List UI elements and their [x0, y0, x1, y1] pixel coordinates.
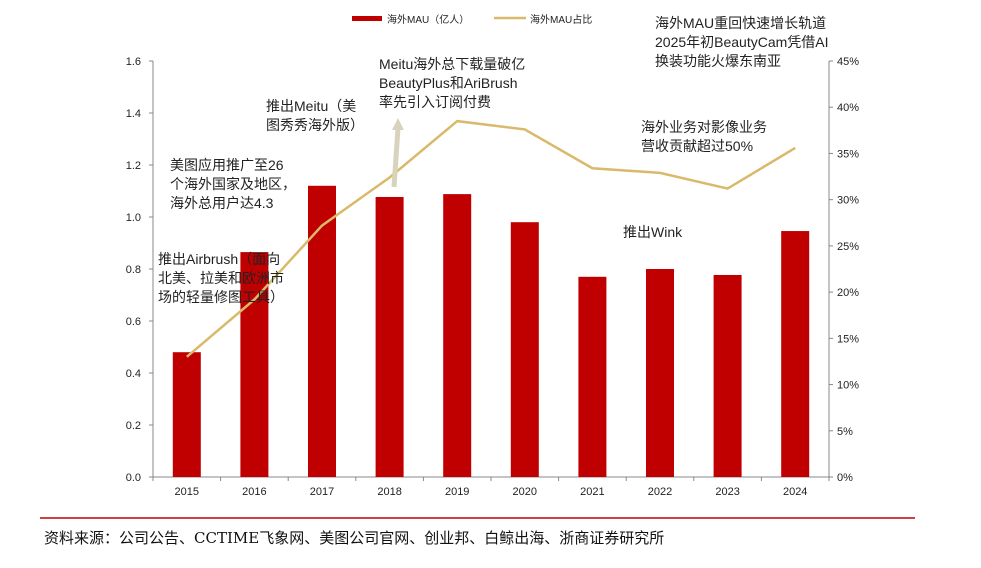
legend-swatch-bar [352, 16, 382, 21]
annotation-a2016: 美图应用推广至26 个海外国家及地区， 海外总用户达4.3 [170, 156, 296, 213]
annotation-line: 海外总用户达4.3 [170, 195, 274, 211]
right-tick-label: 0% [837, 472, 853, 484]
bar-2019 [443, 194, 472, 477]
legend-label-bar: 海外MAU（亿人） [387, 13, 469, 26]
right-tick-label: 40% [837, 102, 859, 114]
annotation-a2023: 海外业务对影像业务 营收贡献超过50% [641, 118, 767, 156]
bar-2018 [375, 196, 404, 478]
annotation-line: Meitu海外总下载量破亿 [379, 56, 526, 72]
left-tick-label: 0.6 [126, 316, 141, 328]
x-tick-label: 2020 [513, 486, 537, 498]
bar-2021 [578, 276, 607, 477]
right-tick-label: 35% [837, 148, 859, 160]
annotation-line: 推出Wink [623, 224, 683, 240]
bar-2023 [713, 274, 742, 477]
annotation-line: 推出Airbrush（面向 [158, 251, 281, 267]
x-tick-label: 2021 [580, 486, 604, 498]
right-tick-label: 45% [837, 56, 859, 68]
annotation-line: 换装功能火爆东南亚 [655, 53, 781, 69]
annotation-a2017: 推出Meitu（美 图秀秀海外版） [266, 97, 364, 135]
annotation-line: 场的轻量修图工具） [158, 289, 284, 305]
annotation-line: 海外业务对影像业务 [641, 119, 767, 135]
right-tick-label: 5% [837, 426, 853, 438]
x-tick-label: 2017 [310, 486, 334, 498]
arrow-shaft [391, 127, 401, 188]
annotation-line: BeautyPlus和AriBrush [379, 75, 518, 91]
annotation-a2018: Meitu海外总下载量破亿 BeautyPlus和AriBrush 率先引入订阅付费 [379, 55, 525, 112]
x-tick-label: 2023 [715, 486, 739, 498]
annotation-line: 图秀秀海外版） [266, 117, 364, 133]
bar-2024 [781, 231, 810, 477]
arrow-head-icon [392, 118, 404, 130]
annotation-line: 海外MAU重回快速增长轨道 [655, 15, 827, 31]
annotation-line: 个海外国家及地区， [170, 176, 296, 192]
left-tick-label: 1.2 [126, 160, 141, 172]
right-tick-label: 30% [837, 195, 859, 207]
share-line [185, 119, 796, 358]
annotation-a2015: 推出Airbrush（面向 北美、拉美和欧洲市 场的轻量修图工具） [158, 250, 284, 307]
x-tick-label: 2019 [445, 486, 469, 498]
x-tick-label: 2024 [783, 486, 807, 498]
bar-2015 [172, 352, 201, 477]
left-tick-label: 0.8 [126, 264, 141, 276]
annotation-line: 营收贡献超过50% [641, 138, 754, 154]
bar-2017 [308, 185, 336, 478]
annotation-line: 2025年初BeautyCam凭借AI [655, 34, 829, 50]
left-tick-label: 1.6 [126, 56, 141, 68]
annotation-line: 推出Meitu（美 [266, 98, 357, 114]
legend-label-line: 海外MAU占比 [530, 13, 592, 26]
left-tick-label: 1.0 [126, 212, 141, 224]
bar-2022 [646, 269, 674, 477]
x-tick-label: 2018 [377, 486, 401, 498]
x-tick-label: 2022 [648, 486, 672, 498]
right-tick-label: 10% [837, 380, 859, 392]
left-tick-label: 1.4 [126, 108, 141, 120]
annotation-a2021: 推出Wink [623, 223, 682, 242]
left-tick-label: 0.0 [126, 472, 141, 484]
left-tick-label: 0.4 [126, 368, 141, 380]
bar-2020 [510, 222, 539, 477]
annotation-line: 美图应用推广至26 [170, 157, 284, 173]
annotation-a2024: 海外MAU重回快速增长轨道 2025年初BeautyCam凭借AI 换装功能火爆东南… [655, 14, 829, 71]
annotation-line: 率先引入订阅付费 [379, 94, 491, 110]
right-tick-label: 20% [837, 287, 859, 299]
x-tick-label: 2015 [175, 486, 199, 498]
right-tick-label: 15% [837, 333, 859, 345]
annotation-line: 北美、拉美和欧洲市 [158, 270, 284, 286]
right-tick-label: 25% [837, 241, 859, 253]
x-tick-label: 2016 [242, 486, 266, 498]
left-tick-label: 0.2 [126, 420, 141, 432]
source-note: 资料来源：公司公告、CCTIME飞象网、美图公司官网、创业邦、白鲸出海、浙商证券… [44, 529, 665, 547]
